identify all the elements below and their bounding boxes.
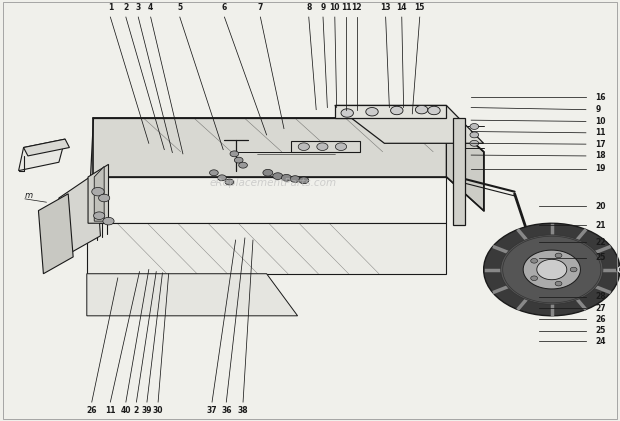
Text: 28: 28 bbox=[595, 292, 606, 301]
Polygon shape bbox=[531, 258, 538, 263]
Polygon shape bbox=[503, 236, 601, 303]
Polygon shape bbox=[218, 175, 226, 181]
Text: 25: 25 bbox=[595, 326, 606, 335]
Text: 2: 2 bbox=[134, 406, 139, 415]
Text: 2: 2 bbox=[123, 3, 128, 12]
Polygon shape bbox=[531, 276, 538, 280]
Text: eReplacementParts.com: eReplacementParts.com bbox=[209, 178, 337, 188]
Polygon shape bbox=[484, 223, 620, 316]
Text: 4: 4 bbox=[148, 3, 153, 12]
Polygon shape bbox=[555, 253, 562, 258]
Text: 18: 18 bbox=[595, 152, 606, 160]
Polygon shape bbox=[92, 187, 104, 196]
Text: 10: 10 bbox=[330, 3, 340, 12]
Text: 12: 12 bbox=[352, 3, 361, 12]
Polygon shape bbox=[617, 265, 620, 274]
Polygon shape bbox=[87, 274, 298, 316]
Polygon shape bbox=[93, 118, 484, 152]
Polygon shape bbox=[234, 157, 243, 163]
Polygon shape bbox=[537, 259, 567, 280]
Polygon shape bbox=[263, 169, 273, 176]
Polygon shape bbox=[239, 162, 247, 168]
Polygon shape bbox=[94, 166, 104, 221]
Text: 20: 20 bbox=[595, 202, 606, 211]
Polygon shape bbox=[317, 143, 328, 150]
Polygon shape bbox=[19, 139, 65, 171]
Polygon shape bbox=[291, 141, 360, 152]
Polygon shape bbox=[298, 143, 309, 150]
Polygon shape bbox=[501, 235, 603, 304]
Polygon shape bbox=[230, 151, 239, 157]
Text: 37: 37 bbox=[206, 406, 218, 415]
Text: 1: 1 bbox=[108, 3, 113, 12]
Polygon shape bbox=[59, 173, 100, 257]
Polygon shape bbox=[415, 105, 428, 114]
Text: m: m bbox=[25, 191, 33, 200]
Polygon shape bbox=[391, 106, 403, 115]
Text: 30: 30 bbox=[153, 406, 163, 415]
Text: 9: 9 bbox=[595, 105, 600, 114]
Polygon shape bbox=[38, 194, 73, 274]
Polygon shape bbox=[453, 118, 465, 225]
Polygon shape bbox=[470, 123, 479, 129]
Polygon shape bbox=[341, 109, 353, 117]
Text: 38: 38 bbox=[237, 406, 249, 415]
Polygon shape bbox=[281, 174, 291, 181]
Text: 11: 11 bbox=[341, 3, 351, 12]
Polygon shape bbox=[335, 105, 446, 118]
Text: 40: 40 bbox=[121, 406, 131, 415]
Text: 5: 5 bbox=[177, 3, 182, 12]
Text: 26: 26 bbox=[87, 406, 97, 415]
Polygon shape bbox=[523, 250, 580, 289]
Polygon shape bbox=[570, 267, 577, 272]
Polygon shape bbox=[446, 118, 484, 210]
Polygon shape bbox=[94, 212, 105, 219]
Text: 25: 25 bbox=[595, 253, 606, 262]
Polygon shape bbox=[470, 140, 479, 146]
Text: 14: 14 bbox=[397, 3, 407, 12]
Text: 39: 39 bbox=[142, 406, 152, 415]
Polygon shape bbox=[99, 194, 110, 202]
Polygon shape bbox=[335, 105, 484, 143]
Text: 16: 16 bbox=[595, 93, 606, 101]
Text: 26: 26 bbox=[595, 314, 606, 324]
Text: 7: 7 bbox=[258, 3, 263, 12]
Text: 24: 24 bbox=[595, 336, 606, 346]
Polygon shape bbox=[210, 170, 218, 176]
Polygon shape bbox=[87, 223, 446, 274]
Text: 9: 9 bbox=[321, 3, 326, 12]
Text: 11: 11 bbox=[105, 406, 115, 415]
Text: 17: 17 bbox=[595, 140, 606, 149]
Polygon shape bbox=[366, 107, 378, 116]
Text: 15: 15 bbox=[415, 3, 425, 12]
Polygon shape bbox=[335, 143, 347, 150]
Polygon shape bbox=[299, 177, 309, 184]
Text: 11: 11 bbox=[595, 128, 606, 137]
Polygon shape bbox=[103, 217, 114, 225]
Polygon shape bbox=[290, 176, 300, 182]
Text: 8: 8 bbox=[306, 3, 311, 12]
Polygon shape bbox=[428, 106, 440, 115]
Polygon shape bbox=[273, 173, 283, 179]
Text: 27: 27 bbox=[595, 304, 606, 313]
Text: 21: 21 bbox=[595, 221, 606, 230]
Text: 19: 19 bbox=[595, 164, 606, 173]
Text: 3: 3 bbox=[136, 3, 141, 12]
Polygon shape bbox=[90, 118, 446, 177]
Polygon shape bbox=[619, 267, 620, 272]
Polygon shape bbox=[88, 164, 108, 223]
Polygon shape bbox=[225, 179, 234, 185]
Polygon shape bbox=[555, 281, 562, 286]
Text: 36: 36 bbox=[221, 406, 231, 415]
Text: 10: 10 bbox=[595, 117, 606, 126]
Polygon shape bbox=[470, 132, 479, 138]
Polygon shape bbox=[24, 139, 69, 156]
Text: 22: 22 bbox=[595, 238, 606, 247]
Text: 6: 6 bbox=[222, 3, 227, 12]
Text: 13: 13 bbox=[381, 3, 391, 12]
